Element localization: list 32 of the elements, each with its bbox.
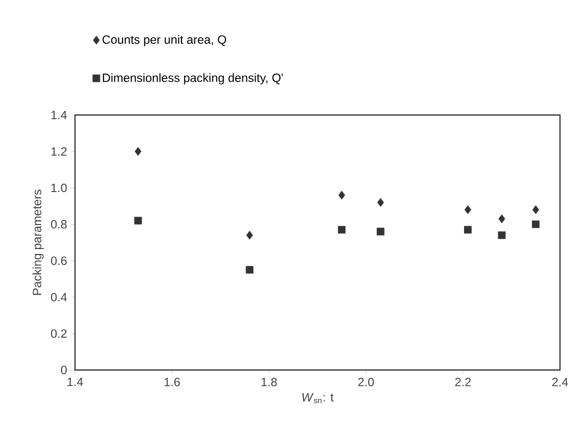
y-tick-label: 0.4	[50, 292, 67, 302]
point	[376, 228, 384, 236]
point	[532, 205, 540, 214]
y-tick-label: 1.2	[51, 147, 67, 156]
point	[377, 198, 384, 207]
y-tick-label: 0.2	[50, 329, 67, 338]
y-tick-label: 0.8	[50, 220, 67, 229]
point	[338, 190, 346, 200]
x-tick-label: 1.6	[164, 378, 180, 386]
legend-label: Counts per unit area, Q	[102, 35, 226, 46]
y-tick-label: 1.4	[51, 110, 67, 120]
x-tick-label: 2.2	[455, 378, 471, 386]
point	[246, 266, 254, 274]
point	[246, 230, 253, 240]
point	[464, 205, 472, 214]
y-tick-label: 1.0	[51, 184, 67, 192]
x-axis-title: W$_{sn}$: t	[302, 393, 334, 404]
point	[498, 231, 506, 239]
y-axis-title: Packing parameters	[32, 190, 44, 295]
x-tick-label: 2.0	[358, 378, 374, 386]
x-tick-label: 1.4	[68, 378, 83, 386]
y-tick-label: 0.6	[50, 256, 67, 265]
x-tick-label: 1.8	[262, 378, 277, 386]
y-tick-label: 0	[61, 366, 67, 374]
point	[134, 147, 142, 156]
point	[464, 226, 472, 234]
x-tick-label: 2.4	[552, 378, 568, 386]
point	[338, 226, 346, 234]
point	[134, 216, 142, 224]
point	[498, 214, 506, 224]
point	[532, 220, 540, 228]
legend-label: Dimensionless packing density, Q'	[102, 73, 283, 84]
